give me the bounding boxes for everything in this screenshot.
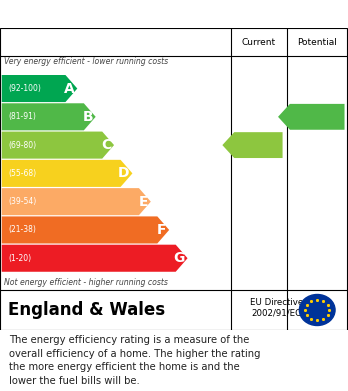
Text: Potential: Potential	[297, 38, 337, 47]
Text: Current: Current	[241, 38, 276, 47]
Text: 71: 71	[251, 138, 269, 152]
Polygon shape	[2, 188, 151, 215]
Polygon shape	[2, 160, 133, 187]
Text: B: B	[82, 110, 93, 124]
Text: G: G	[173, 251, 185, 265]
Text: E: E	[139, 195, 148, 209]
Text: (81-91): (81-91)	[9, 112, 37, 121]
Polygon shape	[2, 103, 96, 130]
Text: (39-54): (39-54)	[9, 197, 37, 206]
Polygon shape	[2, 245, 188, 272]
Text: C: C	[101, 138, 111, 152]
Text: EU Directive
2002/91/EC: EU Directive 2002/91/EC	[250, 298, 303, 317]
Text: England & Wales: England & Wales	[8, 301, 165, 319]
Text: 84: 84	[310, 110, 328, 123]
Text: (21-38): (21-38)	[9, 226, 37, 235]
Text: (69-80): (69-80)	[9, 141, 37, 150]
Polygon shape	[2, 131, 114, 159]
Text: (1-20): (1-20)	[9, 254, 32, 263]
Text: Energy Efficiency Rating: Energy Efficiency Rating	[63, 7, 285, 22]
Text: A: A	[64, 82, 74, 95]
Polygon shape	[2, 75, 77, 102]
Text: Not energy efficient - higher running costs: Not energy efficient - higher running co…	[4, 278, 168, 287]
Text: (92-100): (92-100)	[9, 84, 41, 93]
Circle shape	[299, 294, 335, 325]
Polygon shape	[2, 216, 169, 244]
Polygon shape	[222, 132, 283, 158]
Text: (55-68): (55-68)	[9, 169, 37, 178]
Text: Very energy efficient - lower running costs: Very energy efficient - lower running co…	[4, 57, 168, 66]
Text: D: D	[118, 167, 130, 180]
Text: F: F	[157, 223, 166, 237]
Polygon shape	[278, 104, 345, 130]
Text: The energy efficiency rating is a measure of the
overall efficiency of a home. T: The energy efficiency rating is a measur…	[9, 335, 260, 386]
